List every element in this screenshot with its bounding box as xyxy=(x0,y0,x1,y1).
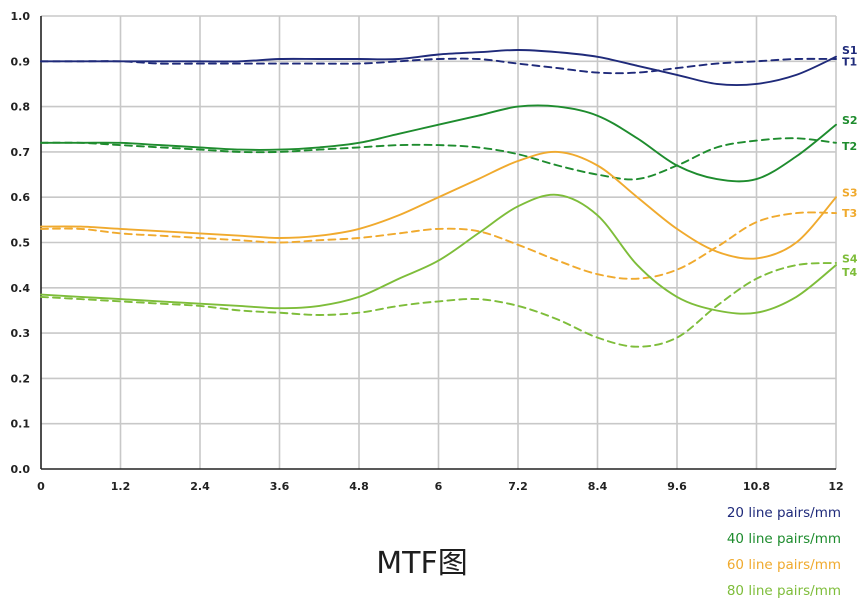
y-tick-label: 1.0 xyxy=(11,10,31,23)
axes: 0.0 0.1 0.2 0.3 0.4 0.5 0.6 0.7 0.8 0.9 1.0 0 1.2 2.4… xyxy=(11,10,844,493)
x-tick-label: 10.8 xyxy=(743,480,770,493)
x-tick-label: 2.4 xyxy=(190,480,210,493)
legend-entry: 40 line pairs/mm xyxy=(727,531,841,547)
x-tick-label: 3.6 xyxy=(270,480,290,493)
series-label-s3: S3 xyxy=(842,187,858,200)
legend-entry: 60 line pairs/mm xyxy=(727,557,841,573)
y-tick-label: 0.7 xyxy=(11,146,31,159)
chart-title: MTF图 xyxy=(376,546,467,581)
x-tick-label: 12 xyxy=(828,480,843,493)
legend-entry: 20 line pairs/mm xyxy=(727,505,841,521)
y-tick-label: 0.3 xyxy=(11,327,31,340)
series-label-t2: T2 xyxy=(842,140,857,153)
legend-entry: 80 line pairs/mm xyxy=(727,583,841,599)
series-label-s2: S2 xyxy=(842,114,858,127)
y-tick-label: 0.6 xyxy=(11,191,31,204)
series-label-t4: T4 xyxy=(842,266,858,279)
x-tick-label: 9.6 xyxy=(667,480,687,493)
series-line-s2 xyxy=(40,104,837,183)
series-line-t3 xyxy=(40,211,837,280)
series-label-t1: T1 xyxy=(842,55,857,68)
y-tick-label: 0.0 xyxy=(11,463,31,476)
x-tick-label: 8.4 xyxy=(588,480,608,493)
y-tick-label: 0.2 xyxy=(11,372,31,385)
legend: 20 line pairs/mm 40 line pairs/mm 60 line … xyxy=(727,505,841,599)
y-tick-label: 0.5 xyxy=(11,237,31,250)
series-line-t4 xyxy=(40,261,837,348)
series-label-t3: T3 xyxy=(842,207,857,220)
x-tick-label: 7.2 xyxy=(508,480,528,493)
x-tick-label: 6 xyxy=(435,480,443,493)
x-tick-label: 1.2 xyxy=(111,480,131,493)
x-tick-label: 4.8 xyxy=(349,480,369,493)
x-tick-label: 0 xyxy=(37,480,45,493)
series-line-s3 xyxy=(40,150,837,260)
series-label-s1: S1 xyxy=(842,44,858,57)
series-line-s4 xyxy=(40,193,837,315)
y-tick-label: 0.4 xyxy=(11,282,31,295)
series-line-s1 xyxy=(40,49,837,87)
y-tick-label: 0.8 xyxy=(11,101,31,114)
series-line-t1 xyxy=(40,57,837,75)
series-label-s4: S4 xyxy=(842,252,858,265)
y-tick-label: 0.9 xyxy=(11,55,31,68)
series-line-t2 xyxy=(40,137,837,181)
series-lines xyxy=(40,49,837,348)
y-tick-label: 0.1 xyxy=(11,418,31,431)
